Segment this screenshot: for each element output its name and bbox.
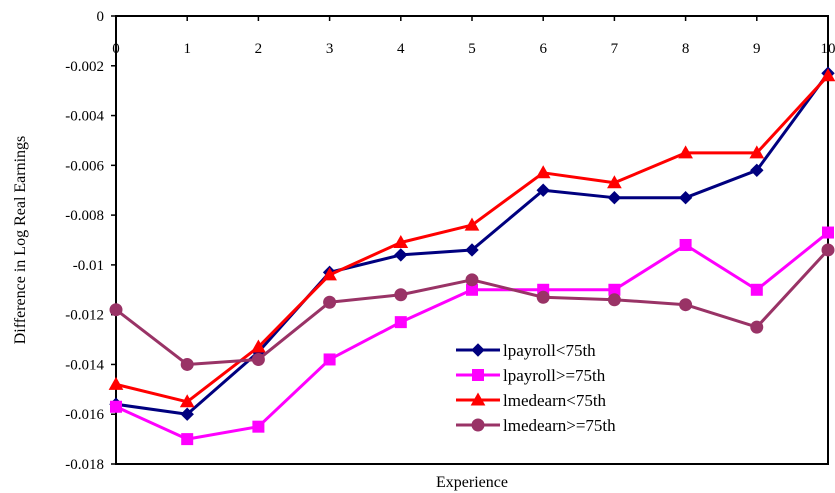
legend-label: lmedearn<75th [503,391,607,410]
y-tick-label: -0.006 [65,158,104,174]
series-lmedearn>=75th [109,243,835,371]
data-point [536,290,550,304]
x-tick-label: 10 [821,41,835,57]
data-point [179,394,195,408]
x-tick-label: 3 [326,41,334,57]
data-point [607,190,622,205]
data-point [180,407,194,421]
data-point [821,243,835,257]
data-point [110,400,122,413]
data-point [678,145,693,159]
legend-item: lmedearn>=75th [456,416,616,435]
x-tick-label: 5 [468,41,476,57]
series-line [115,231,829,441]
x-tick-label: 0 [112,41,120,57]
x-tick-label: 1 [183,41,191,57]
y-tick-label: -0.004 [65,109,104,125]
x-tick-label: 8 [682,41,690,57]
data-point [322,267,337,281]
data-point [251,352,265,366]
data-point [394,288,408,302]
data-point [749,145,765,159]
y-axis-title: Difference in Log Real Earnings [12,136,29,345]
data-point [679,298,693,312]
data-point [820,68,835,82]
legend-marker [472,369,484,381]
data-point [750,320,764,334]
legend-marker [470,392,486,406]
data-point [109,303,123,317]
y-tick-label: 0 [97,9,105,25]
data-point [323,353,336,366]
legend-item: lpayroll>=75th [456,366,606,385]
series-lpayroll<75th [109,66,835,421]
y-tick-label: -0.01 [73,258,104,274]
series-layer [108,66,835,446]
data-point [750,163,764,178]
y-tick-label: -0.014 [65,357,104,373]
plot-frame [115,15,829,465]
x-tick-label: 6 [539,41,547,57]
data-point [464,217,480,231]
y-tick-label: -0.008 [65,208,104,224]
data-point [394,316,407,329]
legend-marker [471,418,485,432]
data-point [822,226,834,239]
legend-label: lpayroll<75th [503,341,596,360]
data-point [252,420,265,433]
series-line [115,74,830,404]
data-point [181,433,194,446]
legend-label: lpayroll>=75th [503,366,606,385]
data-point [536,183,550,197]
data-point [750,283,763,296]
x-tick-label: 7 [611,41,619,57]
data-point [180,357,194,371]
x-tick-label: 2 [255,41,263,57]
legend-marker [471,343,485,357]
data-point [323,295,337,309]
data-point [607,175,622,189]
data-point [679,238,692,251]
series-lpayroll>=75th [110,226,834,446]
data-point [465,273,479,287]
x-axis-title: Experience [436,474,508,491]
data-point [394,248,408,262]
series-lmedearn<75th [108,68,835,408]
y-tick-label: -0.018 [65,457,104,473]
y-axis: 0 -0.002 -0.004 -0.006 -0.008 -0.01 -0.012 -0.0… [65,9,116,473]
x-axis: 0 1 2 3 4 5 6 7 8 9 10 [112,16,835,57]
data-point [607,293,621,307]
y-tick-label: -0.012 [65,308,104,324]
data-point [535,165,551,179]
data-point [108,376,124,390]
data-point [678,190,693,205]
x-tick-label: 4 [397,41,405,57]
legend: lpayroll<75th lpayroll>=75th lmedearn<75th… [456,341,616,435]
legend-label: lmedearn>=75th [503,416,616,435]
x-tick-label: 9 [753,41,761,57]
legend-item: lmedearn<75th [456,391,607,410]
plot-area [115,15,829,465]
y-tick-label: -0.016 [65,407,104,423]
data-point [465,243,479,257]
y-tick-label: -0.002 [65,59,104,75]
data-point [393,234,409,248]
legend-item: lpayroll<75th [456,341,596,360]
data-point [251,339,266,353]
